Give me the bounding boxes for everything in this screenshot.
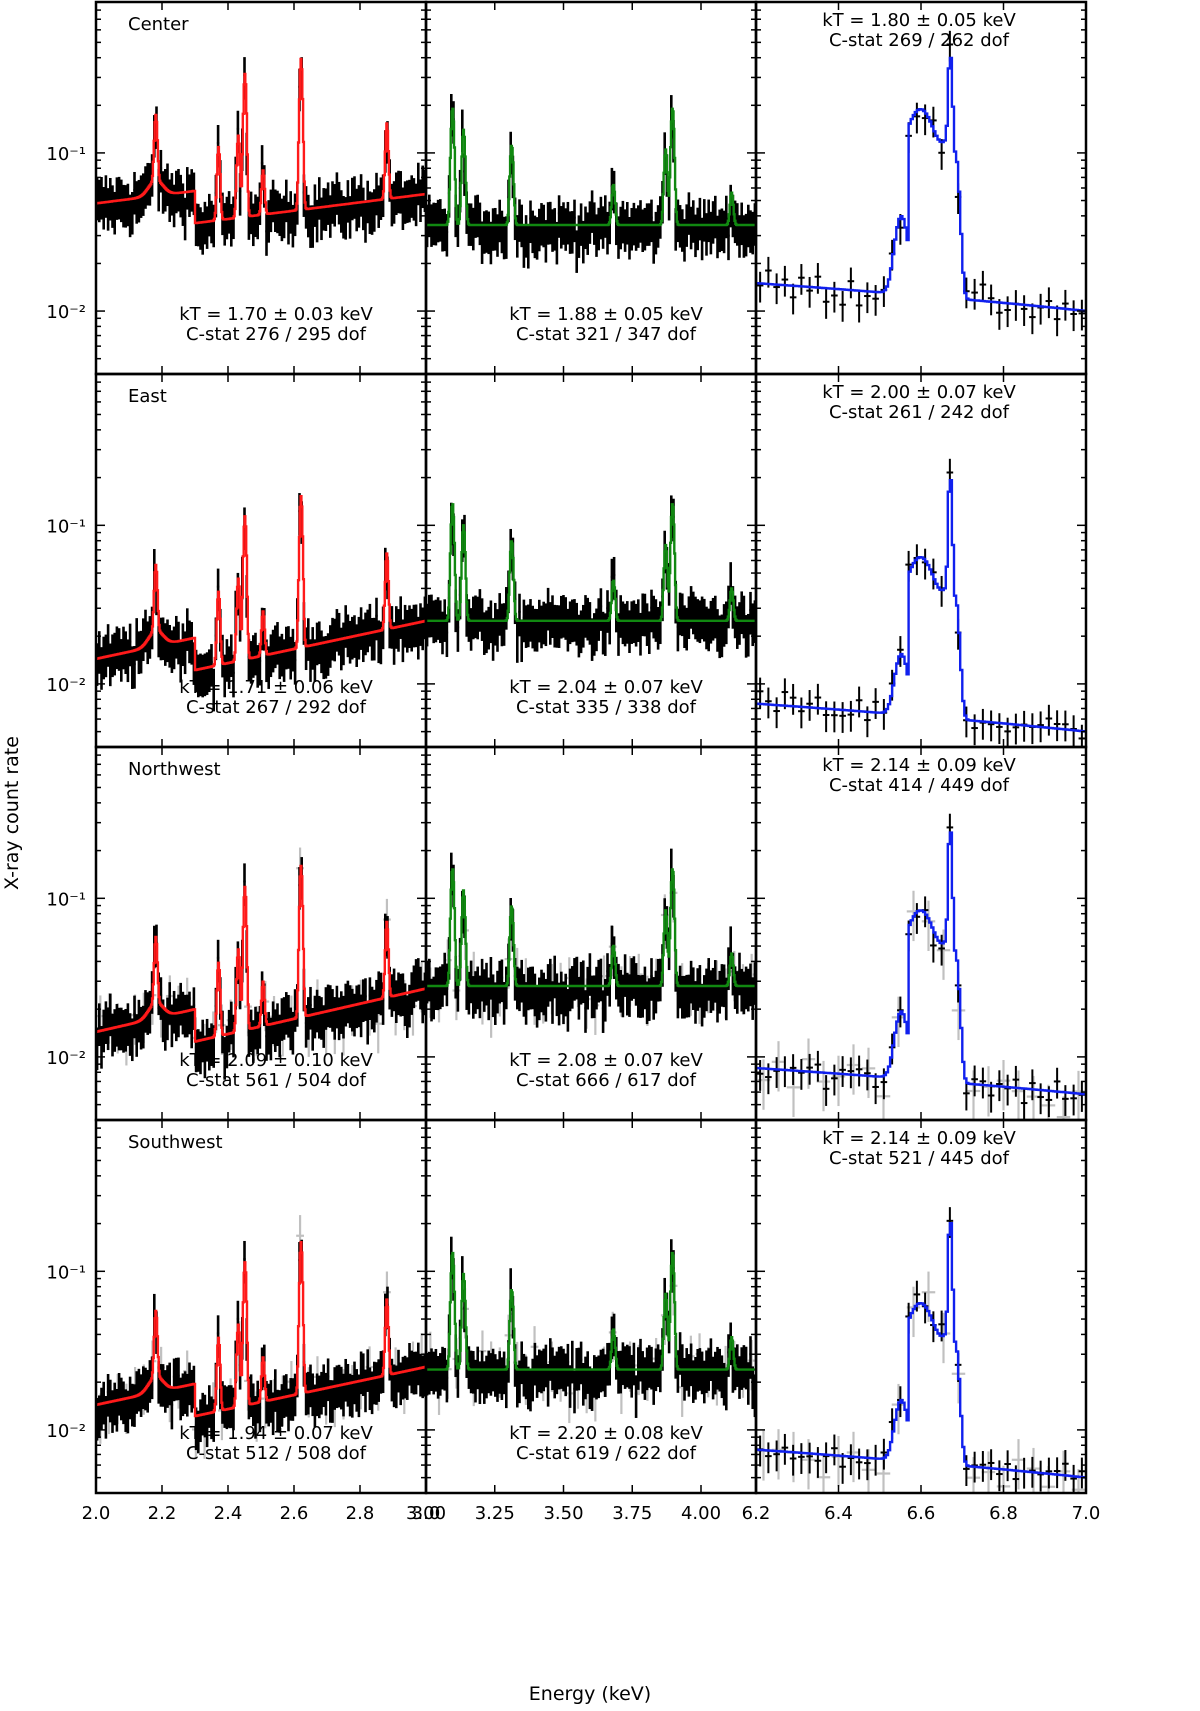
panel-frame <box>754 745 1088 1122</box>
x-tick-label: 2.0 <box>82 1503 111 1524</box>
plot-area <box>756 1207 1086 1493</box>
x-tick-label: 3.00 <box>406 1503 446 1524</box>
fit-cstat: C-stat 269 / 262 dof <box>829 30 1010 51</box>
plot-area <box>756 30 1086 337</box>
y-tick-label: 10⁻² <box>46 675 86 696</box>
x-tick-label: 6.2 <box>742 1503 771 1524</box>
plot-area <box>96 57 426 256</box>
panel-frame <box>754 0 1088 376</box>
plot-area <box>756 813 1086 1120</box>
x-tick-label: 7.0 <box>1072 1503 1101 1524</box>
panel-southwest-1: 3.00 3.25 3.50 3.75 4.00 kT = 2.20 ± 0.08 keV… <box>406 1118 758 1524</box>
y-tick-label: 10⁻² <box>46 1048 86 1069</box>
x-tick-label: 3.25 <box>475 1503 515 1524</box>
region-label: Southwest <box>128 1132 223 1153</box>
fit-cstat: C-stat 261 / 242 dof <box>829 402 1010 423</box>
fit-cstat: C-stat 321 / 347 dof <box>516 324 697 345</box>
fit-temperature: kT = 2.20 ± 0.08 keV <box>509 1423 703 1444</box>
model-line <box>96 495 426 672</box>
fit-temperature: kT = 1.71 ± 0.06 keV <box>179 677 373 698</box>
plot-area <box>426 94 756 273</box>
plot-area <box>426 848 756 1038</box>
x-tick-label: 3.50 <box>543 1503 583 1524</box>
fit-cstat: C-stat 521 / 445 dof <box>829 1148 1010 1169</box>
x-tick-label: 6.8 <box>989 1503 1018 1524</box>
fit-cstat: C-stat 666 / 617 dof <box>516 1070 697 1091</box>
fit-cstat: C-stat 414 / 449 dof <box>829 775 1010 796</box>
model-line <box>426 1251 756 1371</box>
model-line <box>756 479 1086 733</box>
model-line <box>426 503 756 622</box>
model-line <box>426 107 756 227</box>
plot-area <box>756 458 1086 747</box>
plot-area <box>96 1215 426 1460</box>
y-tick-label: 10⁻¹ <box>46 889 86 910</box>
x-tick-label: 2.6 <box>280 1503 309 1524</box>
y-axis-label: X-ray count rate <box>1 736 23 890</box>
x-tick-label: 6.4 <box>824 1503 853 1524</box>
model-line <box>96 1241 426 1418</box>
panel-frame <box>754 1118 1088 1495</box>
region-label: Center <box>128 14 189 35</box>
region-label: East <box>128 386 167 407</box>
y-tick-label: 10⁻¹ <box>46 144 86 165</box>
plot-area <box>96 493 426 712</box>
plot-area <box>426 495 756 663</box>
fit-temperature: kT = 1.94 ± 0.07 keV <box>179 1423 373 1444</box>
x-tick-label: 6.6 <box>907 1503 936 1524</box>
fit-temperature: kT = 1.88 ± 0.05 keV <box>509 304 703 325</box>
x-tick-label: 3.0 <box>412 1503 441 1524</box>
panel-southwest-2: 6.2 6.4 6.6 6.8 7.0 kT = 2.14 ± 0.09 keVC-sta… <box>742 1118 1101 1524</box>
fit-cstat: C-stat 276 / 295 dof <box>186 324 367 345</box>
fit-temperature: kT = 2.14 ± 0.09 keV <box>822 1128 1016 1149</box>
panel-frame <box>754 372 1088 749</box>
y-tick-label: 10⁻² <box>46 302 86 323</box>
model-line <box>96 864 426 1043</box>
fit-temperature: kT = 2.08 ± 0.07 keV <box>509 1050 703 1071</box>
fit-cstat: C-stat 267 / 292 dof <box>186 697 367 718</box>
x-tick-label: 3.75 <box>612 1503 652 1524</box>
x-tick-label: 2.4 <box>214 1503 243 1524</box>
fit-cstat: C-stat 335 / 338 dof <box>516 697 697 718</box>
plot-area <box>96 847 426 1080</box>
fit-temperature: kT = 2.00 ± 0.07 keV <box>822 382 1016 403</box>
model-line <box>426 868 756 988</box>
y-tick-label: 10⁻¹ <box>46 1262 86 1283</box>
model-line <box>96 57 426 225</box>
x-tick-label: 2.2 <box>148 1503 177 1524</box>
region-label: Northwest <box>128 759 221 780</box>
x-axis-label: Energy (keV) <box>529 1683 651 1705</box>
fit-cstat: C-stat 561 / 504 dof <box>186 1070 367 1091</box>
y-tick-label: 10⁻¹ <box>46 516 86 537</box>
model-line <box>756 831 1086 1096</box>
fit-cstat: C-stat 619 / 622 dof <box>516 1443 697 1464</box>
fit-cstat: C-stat 512 / 508 dof <box>186 1443 367 1464</box>
fit-temperature: kT = 2.04 ± 0.07 keV <box>509 677 703 698</box>
x-tick-label: 4.00 <box>681 1503 721 1524</box>
model-line <box>756 1222 1086 1479</box>
panel-southwest-0: 10⁻² 10⁻¹ 2.0 2.2 2.4 2.6 2.8 3.0 kT = 1.94 ± 0.… <box>46 1118 441 1524</box>
fit-temperature: kT = 2.14 ± 0.09 keV <box>822 755 1016 776</box>
model-line <box>756 56 1086 313</box>
y-tick-label: 10⁻² <box>46 1421 86 1442</box>
fit-temperature: kT = 1.80 ± 0.05 keV <box>822 10 1016 31</box>
x-tick-label: 2.8 <box>346 1503 375 1524</box>
fit-temperature: kT = 1.70 ± 0.03 keV <box>179 304 373 325</box>
plot-area <box>426 1236 756 1424</box>
fit-temperature: kT = 2.09 ± 0.10 keV <box>179 1050 373 1071</box>
